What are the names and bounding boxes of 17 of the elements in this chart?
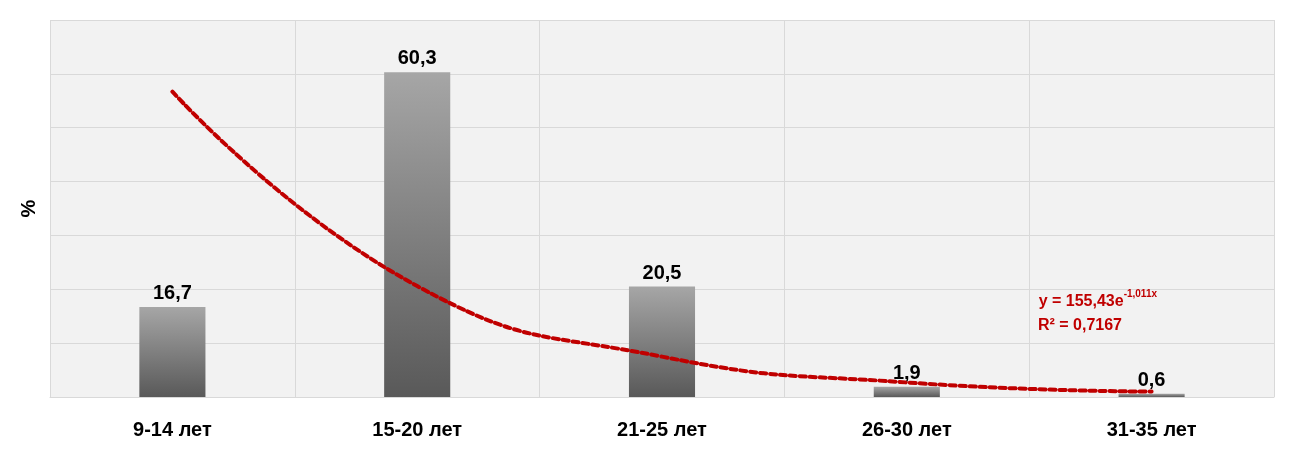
bar (384, 72, 451, 397)
y-axis-title: % (17, 199, 39, 218)
bar (628, 286, 696, 397)
data-label: 60,3 (397, 46, 437, 69)
x-tick-label: 21-25 лет (617, 418, 708, 440)
bar (873, 386, 940, 397)
data-label: 20,5 (642, 260, 682, 283)
data-label: 16,7 (152, 281, 192, 304)
bar (139, 307, 206, 397)
x-tick-label: 15-20 лет (372, 418, 463, 440)
bar (1118, 393, 1185, 397)
data-label: 0,6 (1137, 367, 1166, 390)
x-tick-label: 26-30 лет (861, 418, 952, 440)
annotation: R² = 0,7167 (1037, 315, 1123, 333)
data-label: 1,9 (892, 360, 921, 383)
x-tick-label: 31-35 лет (1106, 418, 1197, 440)
x-tick-label: 9-14 лет (133, 418, 212, 440)
